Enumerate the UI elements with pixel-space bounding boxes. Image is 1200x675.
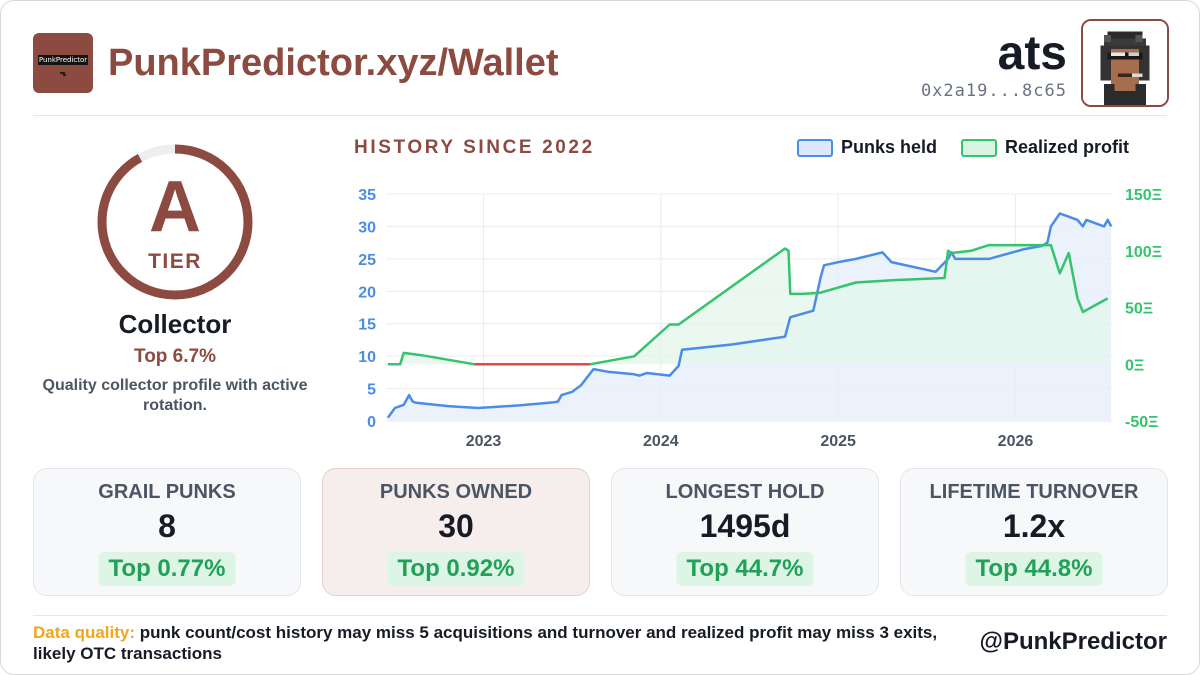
legend-item-punks-held[interactable]: Punks held bbox=[797, 137, 937, 158]
stat-value: 1495d bbox=[699, 508, 791, 544]
logo-mark-detail bbox=[63, 74, 66, 76]
stat-card-lifetime-turnover[interactable]: LIFETIME TURNOVER 1.2x Top 44.8% bbox=[900, 468, 1168, 596]
y-right-tick-label: -50Ξ bbox=[1125, 414, 1158, 431]
stat-card-grail-punks[interactable]: GRAIL PUNKS 8 Top 0.77% bbox=[33, 468, 301, 596]
stat-label: LIFETIME TURNOVER bbox=[929, 481, 1139, 503]
legend-swatch-blue bbox=[797, 138, 833, 157]
y-left-tick-label: 5 bbox=[367, 382, 376, 399]
tier-rank: Top 6.7% bbox=[134, 346, 216, 367]
y-left-tick-label: 25 bbox=[358, 252, 376, 269]
stat-card-longest-hold[interactable]: LONGEST HOLD 1495d Top 44.7% bbox=[611, 468, 879, 596]
legend-label-realized-profit: Realized profit bbox=[1005, 137, 1130, 157]
chart-lines bbox=[386, 212, 1113, 419]
y-left-tick-label: 20 bbox=[358, 284, 376, 301]
tier-label: TIER bbox=[148, 250, 202, 273]
x-tick-label: 2023 bbox=[466, 433, 502, 450]
y-left-tick-label: 10 bbox=[358, 349, 376, 366]
logo-mark bbox=[60, 72, 65, 74]
tier-letter: A bbox=[149, 167, 201, 247]
y-left-tick-label: 15 bbox=[358, 317, 376, 334]
legend-item-realized-profit[interactable]: Realized profit bbox=[961, 137, 1129, 158]
data-quality-text: punk count/cost history may miss 5 acqui… bbox=[33, 623, 938, 663]
tier-name: Collector bbox=[118, 309, 232, 339]
chart-legend: Punks held Realized profit bbox=[797, 137, 1143, 158]
site-title[interactable]: PunkPredictor.xyz/Wallet bbox=[108, 42, 559, 84]
series-line-punks-held bbox=[386, 212, 1113, 419]
stat-value: 8 bbox=[158, 508, 176, 544]
logo-text: PunkPredictor bbox=[38, 55, 88, 65]
avatar bbox=[1081, 19, 1169, 107]
data-quality-label: Data quality: bbox=[33, 623, 136, 642]
series-area-0 bbox=[387, 213, 1112, 421]
legend-swatch-green bbox=[961, 138, 998, 157]
chart-fills bbox=[387, 213, 1112, 421]
stat-rank-badge: Top 0.92% bbox=[387, 552, 525, 586]
tier-ring-progress bbox=[97, 144, 253, 300]
header-divider bbox=[33, 115, 1167, 116]
tier-description: Quality collector profile with active ro… bbox=[42, 377, 308, 414]
y-right-tick-label: 150Ξ bbox=[1125, 187, 1162, 204]
data-quality-note: Data quality: punk count/cost history ma… bbox=[33, 622, 963, 664]
stat-value: 1.2x bbox=[1002, 508, 1066, 544]
stat-value: 30 bbox=[438, 508, 474, 544]
footer-divider bbox=[33, 615, 1167, 616]
stat-rank-badge: Top 0.77% bbox=[98, 552, 236, 586]
stat-label: LONGEST HOLD bbox=[665, 481, 825, 503]
y-right-tick-label: 100Ξ bbox=[1125, 244, 1162, 261]
y-left-tick-label: 30 bbox=[358, 219, 376, 236]
x-tick-label: 2026 bbox=[998, 433, 1034, 450]
user-name: ats bbox=[997, 27, 1067, 80]
site-logo[interactable]: PunkPredictor bbox=[33, 33, 93, 93]
y-right-tick-label: 0Ξ bbox=[1125, 357, 1144, 374]
punk-avatar-icon bbox=[1083, 21, 1167, 105]
legend-label-punks-held: Punks held bbox=[841, 137, 938, 157]
stat-card-punks-owned[interactable]: PUNKS OWNED 30 Top 0.92% bbox=[322, 468, 590, 596]
stat-rank-badge: Top 44.8% bbox=[965, 552, 1103, 586]
stat-rank-badge: Top 44.7% bbox=[676, 552, 814, 586]
wallet-address[interactable]: 0x2a19...8c65 bbox=[920, 81, 1067, 101]
series-area-1 bbox=[387, 245, 1108, 365]
tier-ring bbox=[97, 144, 253, 300]
stat-label: PUNKS OWNED bbox=[379, 481, 533, 503]
y-right-tick-label: 50Ξ bbox=[1125, 301, 1153, 318]
x-tick-label: 2024 bbox=[643, 433, 679, 450]
social-handle[interactable]: @PunkPredictor bbox=[979, 628, 1167, 655]
x-tick-label: 2025 bbox=[820, 433, 856, 450]
chart-title: HISTORY SINCE 2022 bbox=[354, 137, 595, 158]
stat-label: GRAIL PUNKS bbox=[98, 481, 236, 503]
y-left-tick-label: 35 bbox=[358, 187, 376, 204]
y-left-tick-label: 0 bbox=[367, 414, 376, 431]
